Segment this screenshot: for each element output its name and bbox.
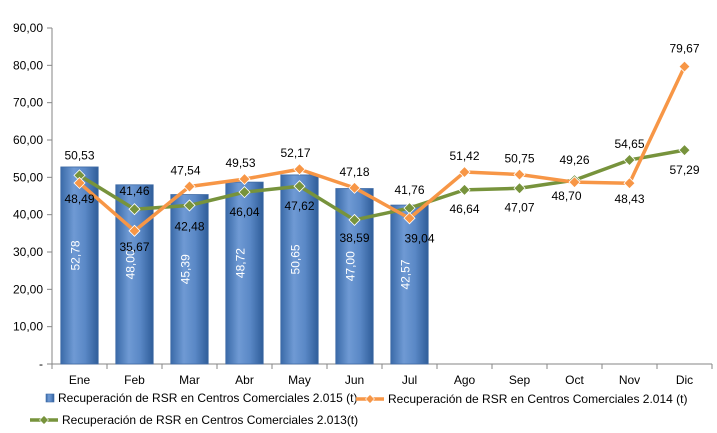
series-2014-label: 48,70: [551, 189, 581, 203]
series-marker-2014: [238, 173, 251, 186]
y-tick-label: 30,00: [13, 245, 43, 259]
y-tick-label: 40,00: [13, 208, 43, 222]
x-tick-label: Abr: [235, 373, 254, 387]
x-tick-label: Oct: [565, 373, 584, 387]
bar-value-label: 48,00: [124, 249, 138, 279]
legend-label-2015: Recuperación de RSR en Centros Comercial…: [58, 391, 357, 405]
series-2013-label: 46,64: [449, 202, 479, 216]
series-2013-label: 47,62: [284, 199, 314, 213]
y-tick-label: 50,00: [13, 170, 43, 184]
legend-marker-2013: [39, 415, 49, 425]
series-2014-label: 48,49: [64, 192, 94, 206]
bar-value-label: 45,39: [179, 254, 193, 284]
series-2014-label: 50,75: [504, 152, 534, 166]
series-2014-label: 52,17: [280, 146, 310, 160]
bar: [170, 194, 209, 365]
x-tick-label: Jun: [345, 373, 364, 387]
series-line-2013: [77, 148, 687, 222]
series-marker-2013: [128, 203, 141, 216]
series-2014-label: 47,54: [170, 164, 200, 178]
data-labels: 52,78 48,00 45,39 48,72 50,65 47,00 42,57 48,49…: [64, 42, 699, 290]
x-tick-label: Nov: [619, 373, 640, 387]
series-marker-2013: [513, 182, 526, 195]
series-marker-2013: [348, 213, 361, 226]
series-2014-label: 49,53: [225, 156, 255, 170]
bar: [60, 166, 99, 365]
series-2014-label: 48,43: [614, 192, 644, 206]
x-tick-label: Ene: [69, 373, 91, 387]
series-2014-label: 47,18: [339, 165, 369, 179]
axes: - 10,00 20,00 30,00 40,00 50,00 60,00 70,00 80,0…: [13, 21, 713, 387]
line-series: [73, 60, 691, 237]
series-2013-label: 47,07: [504, 200, 534, 214]
series-2014-label: 79,67: [669, 42, 699, 56]
series-line-2014: [77, 64, 687, 233]
series-marker-2014: [73, 176, 86, 190]
bar-value-label: 48,72: [234, 248, 248, 278]
x-tick-label: Jul: [402, 373, 417, 387]
series-marker-2013: [678, 144, 691, 157]
bar-value-label: 42,57: [399, 259, 413, 289]
series-2013-label: 50,53: [64, 148, 94, 162]
x-tick-label: May: [288, 373, 311, 387]
legend: Recuperación de RSR en Centros Comercial…: [30, 391, 687, 427]
series-marker-2013: [183, 199, 196, 212]
series-2014-label: 39,04: [404, 231, 434, 245]
series-marker-2014: [293, 163, 306, 176]
x-tick-label: Feb: [124, 373, 145, 387]
bar: [390, 204, 429, 365]
series-marker-2014: [458, 165, 471, 179]
legend-label-2013: Recuperación de RSR en Centros Comercial…: [62, 413, 358, 427]
series-marker-2013: [458, 183, 471, 196]
series-2013-label: 57,29: [669, 163, 699, 177]
series-marker-2014: [348, 181, 361, 194]
series-marker-2014: [403, 212, 416, 225]
x-tick-label: Sep: [509, 373, 531, 387]
series-2013-label: 38,59: [339, 231, 369, 245]
x-tick-label: Dic: [676, 373, 693, 387]
y-tick-label: -: [39, 357, 43, 371]
series-2013-label: 42,48: [174, 219, 204, 233]
series-2013-label: 41,76: [394, 183, 424, 197]
series-2013-label: 49,26: [559, 153, 589, 167]
series-marker-2013: [623, 153, 636, 167]
series-marker-2013: [293, 180, 306, 193]
series-2014-label: 51,42: [449, 149, 479, 163]
y-tick-label: 20,00: [13, 282, 43, 296]
y-tick-label: 10,00: [13, 320, 43, 334]
series-marker-2013: [238, 186, 251, 199]
series-2014-label: 35,67: [119, 240, 149, 254]
series-2013-label: 46,04: [229, 205, 259, 219]
series-2013-label: 54,65: [614, 137, 644, 151]
x-tick-label: Mar: [179, 373, 200, 387]
legend-marker-2014: [365, 394, 375, 404]
legend-swatch-2015: [45, 393, 55, 403]
bar-value-label: 50,65: [289, 244, 303, 274]
bar: [280, 174, 319, 365]
series-marker-2014: [678, 60, 691, 73]
x-tick-label: Ago: [454, 373, 476, 387]
series-2013-label: 41,46: [119, 184, 149, 198]
legend-label-2014: Recuperación de RSR en Centros Comercial…: [388, 392, 687, 406]
series-marker-2014: [623, 177, 636, 190]
series-marker-2014: [183, 180, 196, 193]
y-tick-label: 80,00: [13, 58, 43, 72]
series-marker-2014: [513, 168, 526, 181]
bar-value-label: 47,00: [344, 251, 358, 281]
y-tick-label: 70,00: [13, 96, 43, 110]
bar: [225, 181, 264, 365]
y-tick-label: 60,00: [13, 133, 43, 147]
y-tick-label: 90,00: [13, 21, 43, 35]
bar-value-label: 52,78: [69, 240, 83, 270]
series-marker-2014: [568, 176, 581, 189]
series-marker-2014: [128, 224, 141, 237]
